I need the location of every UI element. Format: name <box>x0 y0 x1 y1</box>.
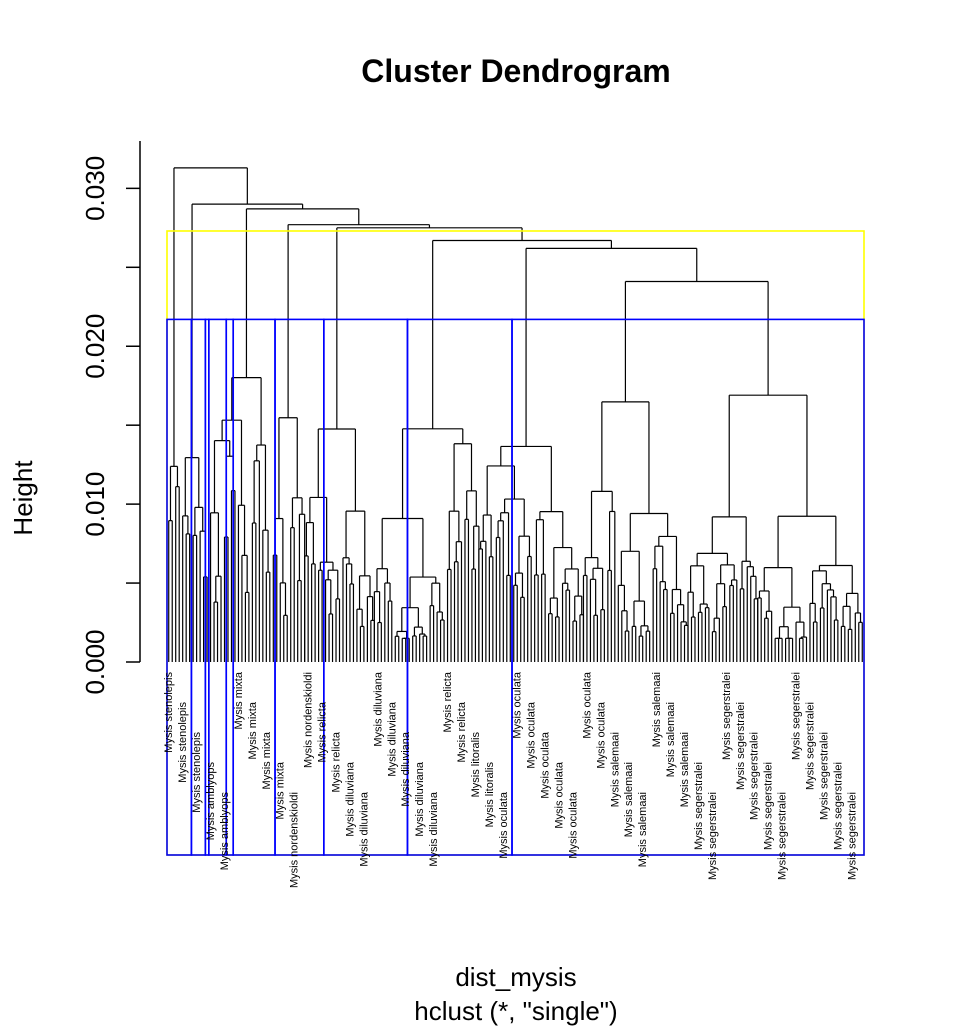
leaf-label: Mysis stenolepis <box>163 672 175 753</box>
leaf-label: Mysis diluviana <box>400 731 412 806</box>
y-tick-label: 0.000 <box>80 629 110 694</box>
leaf-label: Mysis segerstralei <box>721 672 733 760</box>
cluster-box <box>511 318 865 856</box>
dendrogram-tree <box>168 167 863 662</box>
y-axis: 0.000 0.010 0.020 0.030 <box>80 141 141 695</box>
leaf-labels: Mysis stenolepis Mysis stenolepis Mysis st… <box>163 671 858 888</box>
leaf-label: Mysis diluviana <box>344 761 356 836</box>
leaf-label: Mysis oculata <box>581 671 593 739</box>
leaf-label: Mysis relicta <box>317 701 329 762</box>
leaf-label: Mysis nordenskioldi <box>289 792 301 888</box>
leaf-label: Mysis stenolepis <box>191 732 203 813</box>
leaf-label: Mysis diluviana <box>372 671 384 746</box>
leaf-label: Mysis nordenskioldi <box>303 672 315 768</box>
leaf-label: Mysis oculata <box>540 731 552 799</box>
leaf-label: Mysis segerstralei <box>777 792 789 880</box>
leaf-label: Mysis diluviana <box>358 791 370 866</box>
leaf-label: Mysis segerstralei <box>749 732 761 820</box>
leaf-label: Mysis oculata <box>567 791 579 859</box>
leaf-label: Mysis litoralis <box>470 732 482 798</box>
cluster-boxes <box>166 230 865 856</box>
leaf-label: Mysis mixta <box>233 671 245 729</box>
leaf-label: Mysis segerstralei <box>707 792 719 880</box>
leaf-label: Mysis oculata <box>498 791 510 859</box>
leaf-label: Mysis oculata <box>595 701 607 769</box>
leaf-label: Mysis salemaai <box>679 732 691 807</box>
leaf-label: Mysis salemaai <box>665 702 677 777</box>
leaf-label: Mysis diluviana <box>428 791 440 866</box>
leaf-label: Mysis segerstralei <box>735 702 747 790</box>
leaf-label: Mysis segerstralei <box>804 702 816 790</box>
leaf-label: Mysis oculata <box>512 671 524 739</box>
leaf-label: Mysis amblyops <box>219 792 231 871</box>
leaf-label: Mysis segerstralei <box>693 762 705 850</box>
leaf-label: Mysis segerstralei <box>818 732 830 820</box>
y-tick-label: 0.020 <box>80 314 110 379</box>
leaf-label: Mysis diluviana <box>414 761 426 836</box>
leaf-label: Mysis amblyops <box>205 762 217 841</box>
leaf-label: Mysis mixta <box>247 701 259 759</box>
leaf-label: Mysis salemaai <box>651 672 663 747</box>
leaf-label: Mysis relicta <box>442 671 454 732</box>
chart-title: Cluster Dendrogram <box>361 53 670 89</box>
y-tick-label: 0.030 <box>80 156 110 221</box>
leaf-label: Mysis mixta <box>275 761 287 819</box>
y-tick-label: 0.010 <box>80 472 110 537</box>
leaf-label: Mysis litoralis <box>484 762 496 828</box>
leaf-label: Mysis oculata <box>526 701 538 769</box>
leaf-label: Mysis mixta <box>261 731 273 789</box>
leaf-label: Mysis segerstralei <box>846 792 858 880</box>
leaf-label: Mysis oculata <box>554 761 566 829</box>
leaf-label: Mysis diluviana <box>386 701 398 776</box>
leaf-label: Mysis salemaai <box>623 762 635 837</box>
y-axis-label: Height <box>8 460 38 536</box>
leaf-label: Mysis segerstralei <box>763 762 775 850</box>
leaf-label: Mysis segerstralei <box>832 762 844 850</box>
leaf-label: Mysis segerstralei <box>791 672 803 760</box>
leaf-label: Mysis relicta <box>331 731 343 792</box>
leaf-label: Mysis relicta <box>456 701 468 762</box>
leaf-label: Mysis salemaai <box>609 732 621 807</box>
leaf-label: Mysis stenolepis <box>177 702 189 783</box>
leaf-label: Mysis salemaai <box>637 792 649 867</box>
x-axis-sublabel: hclust (*, "single") <box>414 996 617 1026</box>
x-axis-label: dist_mysis <box>455 962 576 992</box>
